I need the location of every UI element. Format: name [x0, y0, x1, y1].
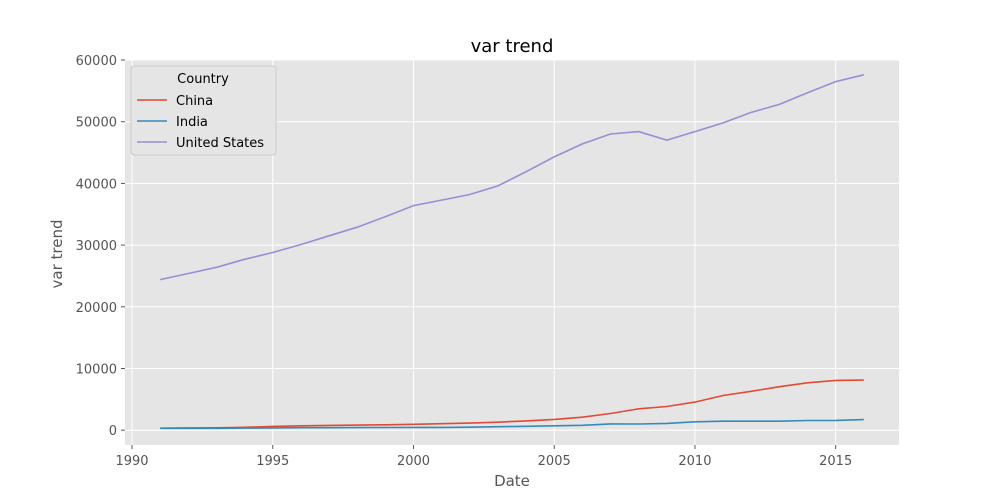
series-group	[160, 74, 864, 430]
y-tick-label: 60000	[76, 54, 117, 69]
x-axis-ticks: 1990 1995 2000 2005 2010 2015	[115, 445, 852, 469]
y-tick-label: 30000	[76, 239, 117, 254]
series-line-united-states	[160, 74, 864, 281]
legend-box	[130, 65, 277, 156]
legend-label-india: India	[176, 115, 208, 130]
series-line-india	[160, 418, 864, 430]
y-axis-ticks: 0 10000 20000 30000 40000 50000 60000	[76, 54, 125, 439]
x-tick-label: 2010	[678, 454, 711, 469]
x-axis-label: Date	[494, 472, 530, 490]
legend: Country China India United States	[130, 65, 277, 156]
legend-label-china: China	[176, 94, 213, 109]
grid	[125, 59, 899, 445]
x-tick-label: 1990	[115, 454, 148, 469]
y-tick-label: 40000	[76, 177, 117, 192]
y-tick-label: 50000	[76, 116, 117, 131]
x-tick-label: 1995	[256, 454, 289, 469]
x-tick-label: 2015	[819, 454, 852, 469]
y-tick-label: 0	[109, 424, 117, 439]
legend-label-united-states: United States	[176, 136, 264, 151]
y-tick-label: 10000	[76, 362, 117, 377]
chart-title: var trend	[471, 36, 554, 57]
y-tick-label: 20000	[76, 301, 117, 316]
x-tick-label: 2000	[397, 454, 430, 469]
series-line-china	[160, 379, 864, 429]
y-axis-label: var trend	[48, 220, 66, 289]
legend-title: Country	[177, 72, 229, 87]
x-tick-label: 2005	[538, 454, 571, 469]
